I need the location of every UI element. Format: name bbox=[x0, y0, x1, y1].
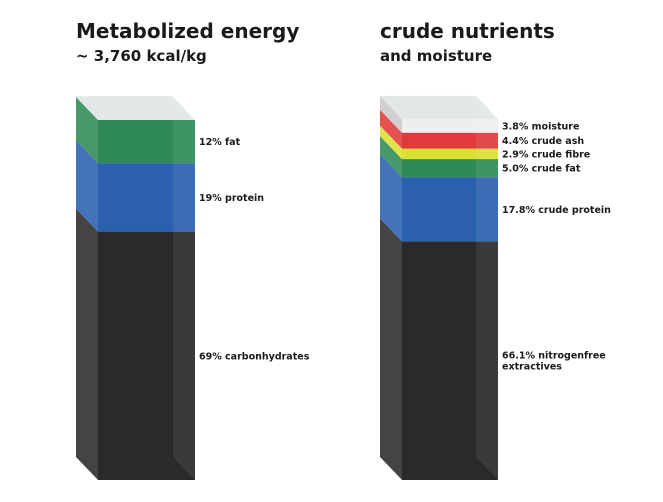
chart-2-nutrients-column: 66.1% nitrogenfree extractives 17.8% crude… bbox=[380, 95, 611, 480]
chart-1-subtitle: ~ 3,760 kcal/kg bbox=[76, 47, 207, 65]
segment-69-carbonhydrates: 69% carbonhydrates bbox=[76, 208, 310, 480]
segment-19-protein-front bbox=[98, 163, 195, 232]
segment-2-9-crude-fibre-label: 2.9% crude fibre bbox=[502, 149, 590, 160]
segment-17-8-crude-protein-side bbox=[380, 154, 402, 242]
segment-4-4-crude-ash-side bbox=[380, 109, 402, 149]
segment-19-protein-side bbox=[76, 140, 98, 232]
segment-17-8-crude-protein-label: 17.8% crude protein bbox=[502, 205, 611, 216]
chart-2-subtitle: and moisture bbox=[380, 47, 493, 65]
chart-2-title: crude nutrients bbox=[380, 19, 555, 43]
segment-5-0-crude-fat-side bbox=[380, 136, 402, 178]
column-depth-overlay bbox=[173, 97, 195, 480]
segment-5-0-crude-fat-label: 5.0% crude fat bbox=[502, 164, 581, 175]
segment-69-carbonhydrates-side bbox=[76, 208, 98, 480]
segment-5-0-crude-fat-front bbox=[402, 159, 498, 178]
chart-1-energy-column: 69% carbonhydrates 19% protein 12% fat bbox=[76, 96, 310, 480]
segment-3-8-moisture-label: 3.8% moisture bbox=[502, 121, 579, 132]
segment-12-fat: 12% fat bbox=[76, 96, 241, 164]
segment-17-8-crude-protein-front bbox=[402, 177, 498, 242]
segment-66-1-nitrogenfree-extractives: 66.1% nitrogenfree extractives bbox=[380, 218, 606, 480]
segment-3-8-moisture-side bbox=[380, 96, 402, 133]
segment-12-fat-label: 12% fat bbox=[199, 137, 241, 148]
segment-66-1-nitrogenfree-extractives-label: 66.1% nitrogenfree extractives bbox=[502, 351, 606, 373]
segment-3-8-moisture-front bbox=[402, 119, 498, 133]
column-top-cap bbox=[76, 97, 195, 120]
segment-5-0-crude-fat: 5.0% crude fat bbox=[380, 135, 581, 178]
segment-12-fat-front bbox=[98, 120, 195, 164]
segment-69-carbonhydrates-front bbox=[98, 231, 195, 480]
segment-2-9-crude-fibre-side bbox=[380, 125, 402, 160]
segment-2-9-crude-fibre-front bbox=[402, 148, 498, 160]
chart-1-title: Metabolized energy bbox=[76, 19, 300, 43]
segment-66-1-nitrogenfree-extractives-side bbox=[380, 218, 402, 480]
segment-4-4-crude-ash-label: 4.4% crude ash bbox=[502, 136, 584, 147]
segment-12-fat-side bbox=[76, 97, 98, 164]
column-top-cap bbox=[380, 96, 498, 119]
segment-19-protein: 19% protein bbox=[76, 139, 264, 232]
segment-66-1-nitrogenfree-extractives-front bbox=[402, 241, 498, 480]
segment-69-carbonhydrates-label: 69% carbonhydrates bbox=[199, 351, 310, 362]
segment-3-8-moisture: 3.8% moisture bbox=[380, 95, 579, 133]
segment-4-4-crude-ash-front bbox=[402, 132, 498, 149]
column-depth-overlay bbox=[476, 96, 498, 480]
segment-19-protein-label: 19% protein bbox=[199, 193, 264, 204]
segment-17-8-crude-protein: 17.8% crude protein bbox=[380, 153, 611, 242]
